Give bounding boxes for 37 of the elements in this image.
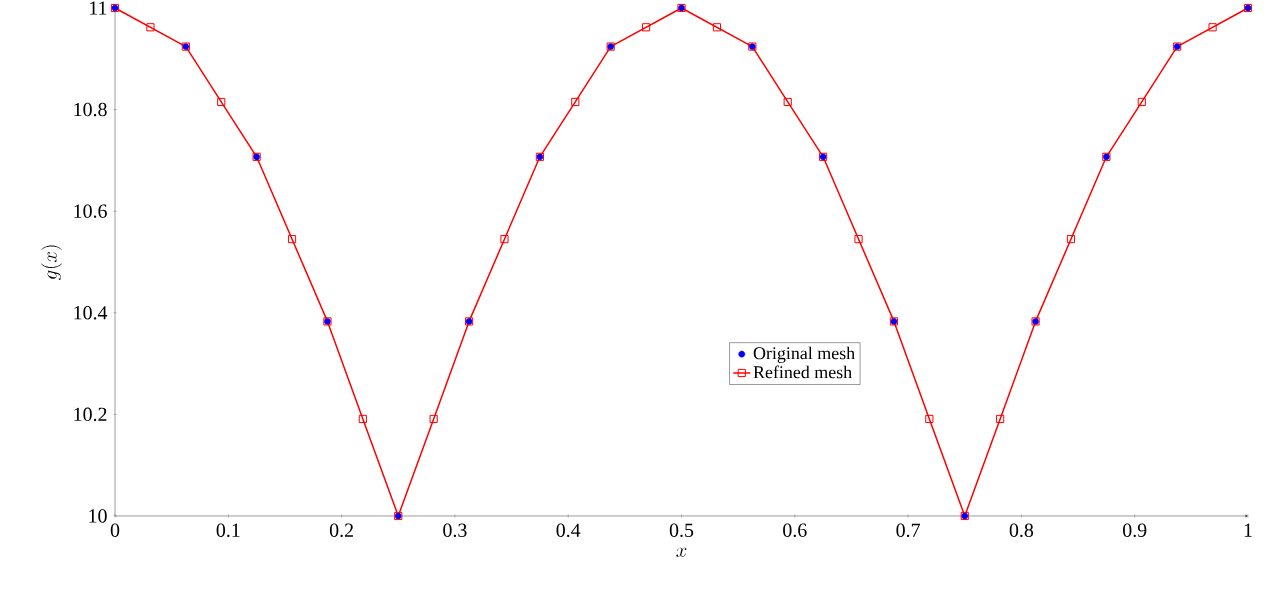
x-tick-label: 0.9 (1123, 523, 1147, 538)
point (358, 414, 367, 424)
y-tick-label: 10.4 (74, 306, 108, 320)
point (996, 414, 1005, 424)
point (287, 235, 297, 244)
x-tick-label: 0.4 (556, 523, 581, 538)
point (642, 23, 651, 32)
x-tick-label: 0.5 (669, 523, 694, 538)
point (429, 414, 438, 424)
y-tick-label: 10.6 (74, 204, 107, 218)
x-tick-label: 0.1 (216, 523, 240, 538)
point (146, 23, 155, 32)
legend-label: Original mesh (753, 346, 855, 363)
x-tick-label: 0.6 (783, 523, 807, 538)
y-tick-label: 11 (90, 1, 107, 15)
x-tick-label: 0 (110, 523, 120, 537)
point (783, 97, 792, 107)
point (1208, 23, 1217, 32)
point (1137, 97, 1146, 107)
point (217, 97, 226, 107)
point (925, 414, 934, 424)
point (1066, 235, 1076, 244)
x-tick-label: 0.7 (896, 523, 920, 538)
x-tick-label: 0.2 (329, 523, 353, 538)
legend-label: Refined mesh (753, 365, 852, 379)
point (571, 97, 580, 107)
y-tick-label: 10.2 (74, 407, 107, 422)
x-tick-label: 0.3 (443, 523, 467, 538)
x-tick-label: 0.8 (1009, 523, 1034, 538)
y-tick-label: 10 (89, 509, 107, 523)
x-axis-title: $x$ (676, 547, 687, 557)
y-tick-label: 10.8 (74, 102, 107, 117)
point (500, 235, 509, 244)
y-axis-title: $g(x)$ (41, 245, 62, 280)
point (712, 23, 721, 32)
x-tick-label: 1 (1244, 523, 1252, 537)
point (854, 235, 863, 244)
